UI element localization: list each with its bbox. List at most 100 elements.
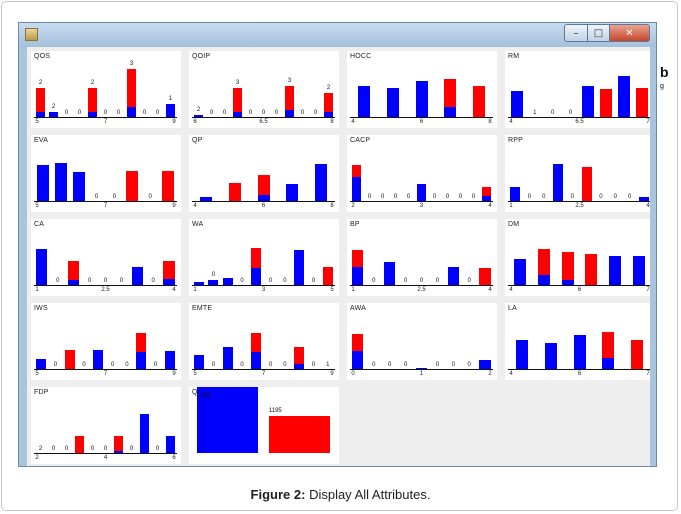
histogram-bar[interactable] — [194, 354, 205, 369]
histogram-bar[interactable] — [602, 332, 615, 369]
histogram-bar[interactable] — [36, 249, 48, 285]
histogram-bar[interactable] — [314, 163, 327, 201]
histogram-bar[interactable] — [228, 182, 241, 201]
histogram-bar[interactable] — [251, 248, 262, 285]
histogram-bar[interactable] — [139, 413, 150, 453]
histogram-bar[interactable] — [126, 69, 137, 117]
bar-segment-class2 — [87, 88, 98, 113]
bar-area — [192, 145, 335, 201]
bar-segment-class2 — [630, 340, 643, 369]
histogram-bar[interactable] — [222, 277, 233, 285]
title-bar[interactable]: – □ ✕ — [19, 23, 656, 47]
histogram-bar[interactable] — [193, 114, 204, 117]
histogram-bar[interactable] — [516, 340, 529, 369]
histogram-bar[interactable] — [286, 184, 299, 201]
histogram-bar[interactable] — [447, 266, 459, 285]
bar-segment-class1 — [222, 277, 233, 285]
histogram-bar[interactable] — [164, 350, 175, 369]
histogram-bar[interactable] — [251, 333, 262, 369]
x-axis-line — [34, 117, 177, 118]
histogram-bar[interactable] — [163, 261, 175, 285]
histogram-bar[interactable] — [553, 163, 564, 201]
histogram-bar[interactable] — [194, 282, 205, 285]
histogram-bar[interactable] — [64, 349, 75, 369]
histogram-bar[interactable] — [415, 367, 428, 369]
histogram-bar[interactable] — [472, 85, 485, 117]
histogram-bar[interactable] — [609, 256, 622, 285]
histogram-bar[interactable] — [544, 342, 557, 369]
histogram-bar[interactable] — [222, 347, 233, 369]
histogram-bar[interactable] — [232, 88, 243, 117]
histogram-bar[interactable] — [36, 359, 47, 369]
histogram-bar[interactable] — [35, 88, 46, 117]
histogram-bar[interactable] — [126, 171, 139, 201]
maximize-button[interactable]: □ — [588, 24, 610, 42]
histogram-bar[interactable] — [87, 88, 98, 117]
histogram-bar[interactable] — [162, 171, 175, 201]
histogram-bar[interactable] — [636, 88, 649, 117]
histogram-bar[interactable] — [386, 88, 399, 117]
histogram-bar[interactable] — [618, 76, 631, 117]
bar-segment-class1 — [294, 364, 305, 369]
histogram-bar[interactable] — [581, 167, 592, 201]
histogram-bar[interactable] — [48, 112, 59, 117]
histogram-bar[interactable] — [352, 333, 364, 369]
histogram-bar[interactable] — [294, 250, 305, 285]
histogram-bar[interactable] — [416, 184, 427, 201]
histogram-bar[interactable] — [200, 197, 213, 201]
histogram-bar[interactable] — [131, 266, 143, 285]
bar-segment-class2 — [602, 332, 615, 359]
histogram-bar[interactable] — [257, 175, 270, 201]
histogram-bar[interactable] — [113, 436, 124, 453]
histogram-bar[interactable] — [165, 103, 176, 117]
histogram-bar[interactable] — [36, 165, 49, 201]
histogram-bar[interactable] — [444, 78, 457, 117]
histogram-bar[interactable] — [197, 387, 259, 453]
histogram-bar[interactable] — [352, 249, 364, 285]
histogram-bar[interactable] — [573, 335, 586, 369]
histogram-bar[interactable] — [136, 333, 147, 369]
java-app-icon[interactable] — [25, 28, 38, 41]
histogram-bar[interactable] — [208, 280, 219, 285]
histogram-bar[interactable] — [510, 90, 523, 117]
histogram-bar[interactable] — [600, 89, 613, 117]
histogram-bar[interactable] — [638, 197, 649, 201]
histogram-bar[interactable] — [72, 172, 85, 201]
histogram-bar[interactable] — [561, 252, 574, 285]
histogram-bar[interactable] — [284, 85, 295, 117]
minimize-button[interactable]: – — [564, 24, 588, 42]
chart-panel-rm: RM 1 0 0 4 6.5 7 — [505, 51, 650, 128]
histogram-bar[interactable] — [479, 360, 491, 369]
histogram-bar[interactable] — [54, 162, 67, 201]
histogram-bar[interactable] — [630, 340, 643, 369]
bar-segment-class1 — [193, 114, 204, 117]
histogram-bar[interactable] — [384, 261, 396, 285]
histogram-bar[interactable] — [481, 186, 492, 201]
histogram-bar[interactable] — [510, 186, 521, 201]
histogram-bar[interactable] — [351, 165, 362, 201]
histogram-bar[interactable] — [68, 261, 80, 285]
bar-count-label: 0 — [551, 110, 555, 116]
histogram-bar[interactable] — [537, 249, 550, 285]
histogram-bar[interactable] — [585, 253, 598, 285]
histogram-bar[interactable] — [582, 85, 595, 117]
histogram-bar[interactable] — [93, 349, 104, 369]
chart-title: IWS — [34, 305, 48, 312]
histogram-bar[interactable] — [415, 81, 428, 117]
chart-title: QP — [192, 137, 203, 144]
close-button[interactable]: ✕ — [610, 24, 650, 42]
histogram-bar[interactable] — [513, 258, 526, 285]
histogram-bar[interactable] — [322, 266, 333, 285]
histogram-bar[interactable] — [74, 436, 85, 453]
x-axis-line — [34, 369, 177, 370]
histogram-bar[interactable] — [165, 436, 176, 453]
histogram-bar[interactable] — [323, 93, 334, 117]
bar-count-label: 0 — [274, 110, 279, 116]
histogram-bar[interactable] — [358, 85, 371, 117]
histogram-bar[interactable] — [294, 347, 305, 369]
histogram-bar[interactable] — [633, 256, 646, 285]
histogram-bar[interactable] — [479, 268, 491, 285]
histogram-bar[interactable] — [268, 416, 330, 453]
bar-count-label: 0 — [268, 362, 273, 368]
bar-count-label: 0 — [311, 278, 316, 284]
